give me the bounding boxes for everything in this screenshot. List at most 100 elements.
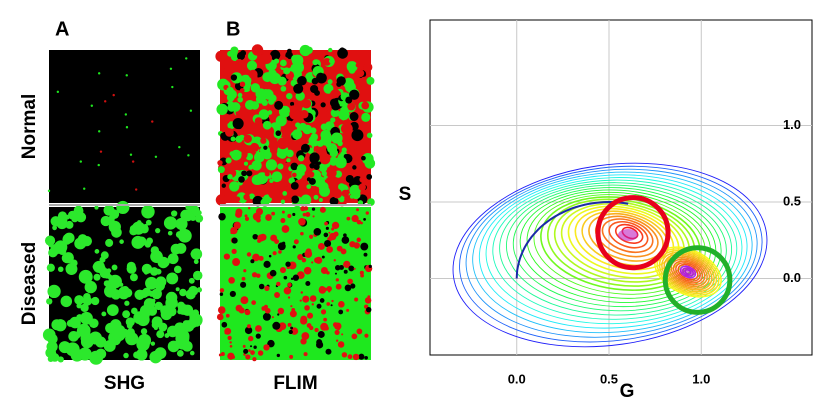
image-speck [173, 265, 182, 274]
image-speck [217, 166, 225, 174]
image-speck [220, 67, 225, 72]
image-speck [229, 290, 236, 298]
image-speck [310, 127, 317, 134]
image-speck [290, 101, 295, 107]
image-speck [255, 325, 262, 332]
image-speck [278, 105, 291, 118]
image-speck [46, 298, 53, 305]
image-speck [150, 246, 160, 255]
image-speck [314, 90, 320, 96]
image-speck [242, 344, 246, 348]
image-speck [167, 253, 179, 265]
image-speck [246, 170, 253, 177]
image-speck [301, 98, 312, 109]
image-speck [299, 299, 302, 302]
image-speck [92, 263, 99, 270]
image-speck [316, 303, 322, 309]
image-speck [61, 252, 73, 264]
image-speck [103, 339, 116, 352]
image-speck [244, 309, 251, 316]
y-tick-label: 0.0 [783, 270, 801, 285]
image-speck [226, 93, 235, 102]
image-speck [279, 267, 287, 274]
image-speck [230, 136, 236, 142]
image-speck [298, 122, 307, 131]
image-speck [99, 150, 103, 153]
image-speck [106, 304, 119, 316]
image-speck [74, 239, 84, 249]
image-speck [300, 315, 308, 323]
image-speck [336, 339, 339, 342]
micrograph [215, 44, 376, 208]
image-speck [233, 221, 241, 229]
image-speck [352, 165, 357, 170]
image-speck [366, 173, 373, 180]
image-speck [271, 171, 283, 183]
image-speck [292, 61, 305, 74]
image-speck [281, 210, 285, 214]
image-speck [262, 150, 272, 160]
x-tick-label: 0.0 [508, 371, 526, 386]
image-speck [309, 152, 320, 163]
image-speck [253, 151, 265, 163]
image-speck [170, 243, 182, 255]
image-speck [296, 164, 307, 174]
image-speck [63, 237, 71, 245]
image-speck [124, 113, 128, 116]
image-speck [329, 196, 339, 206]
image-speck [65, 263, 78, 275]
image-speck [290, 162, 299, 171]
image-speck [126, 263, 137, 274]
image-speck [224, 327, 232, 335]
image-speck [290, 277, 294, 281]
image-speck [192, 270, 203, 281]
image-speck [325, 142, 332, 149]
image-speck [66, 319, 74, 327]
image-speck [274, 292, 280, 298]
image-speck [355, 62, 361, 68]
x-tick-label: 0.5 [600, 371, 618, 386]
image-speck [307, 171, 315, 178]
image-speck [362, 167, 370, 176]
image-speck [74, 295, 85, 305]
image-speck [133, 351, 141, 359]
image-speck [341, 236, 350, 244]
image-speck [238, 176, 245, 183]
image-speck [265, 214, 272, 221]
image-speck [329, 148, 339, 158]
image-speck [164, 333, 170, 339]
image-speck [119, 282, 124, 287]
image-speck [255, 333, 261, 339]
image-speck [364, 355, 368, 360]
image-speck [309, 325, 314, 331]
image-speck [70, 348, 84, 362]
image-speck [334, 264, 341, 271]
image-speck [290, 326, 294, 330]
image-speck [281, 225, 290, 233]
image-speck [313, 227, 322, 236]
contour [608, 220, 649, 249]
image-speck [359, 176, 367, 183]
image-speck [340, 248, 347, 255]
image-speck [311, 207, 316, 211]
image-speck [120, 286, 130, 295]
image-speck [246, 252, 252, 257]
image-speck [225, 157, 232, 164]
image-speck [250, 143, 260, 152]
image-speck [81, 236, 92, 247]
contour [472, 171, 753, 334]
image-speck [136, 337, 150, 352]
image-speck [160, 305, 171, 316]
image-speck [359, 270, 364, 275]
image-speck [215, 50, 227, 62]
image-speck [103, 280, 111, 287]
image-speck [272, 321, 281, 330]
image-speck [338, 183, 346, 191]
image-speck [356, 69, 365, 78]
image-speck [297, 75, 307, 86]
image-speck [154, 280, 166, 291]
image-speck [276, 281, 281, 287]
image-speck [169, 67, 173, 70]
image-speck [269, 49, 281, 61]
